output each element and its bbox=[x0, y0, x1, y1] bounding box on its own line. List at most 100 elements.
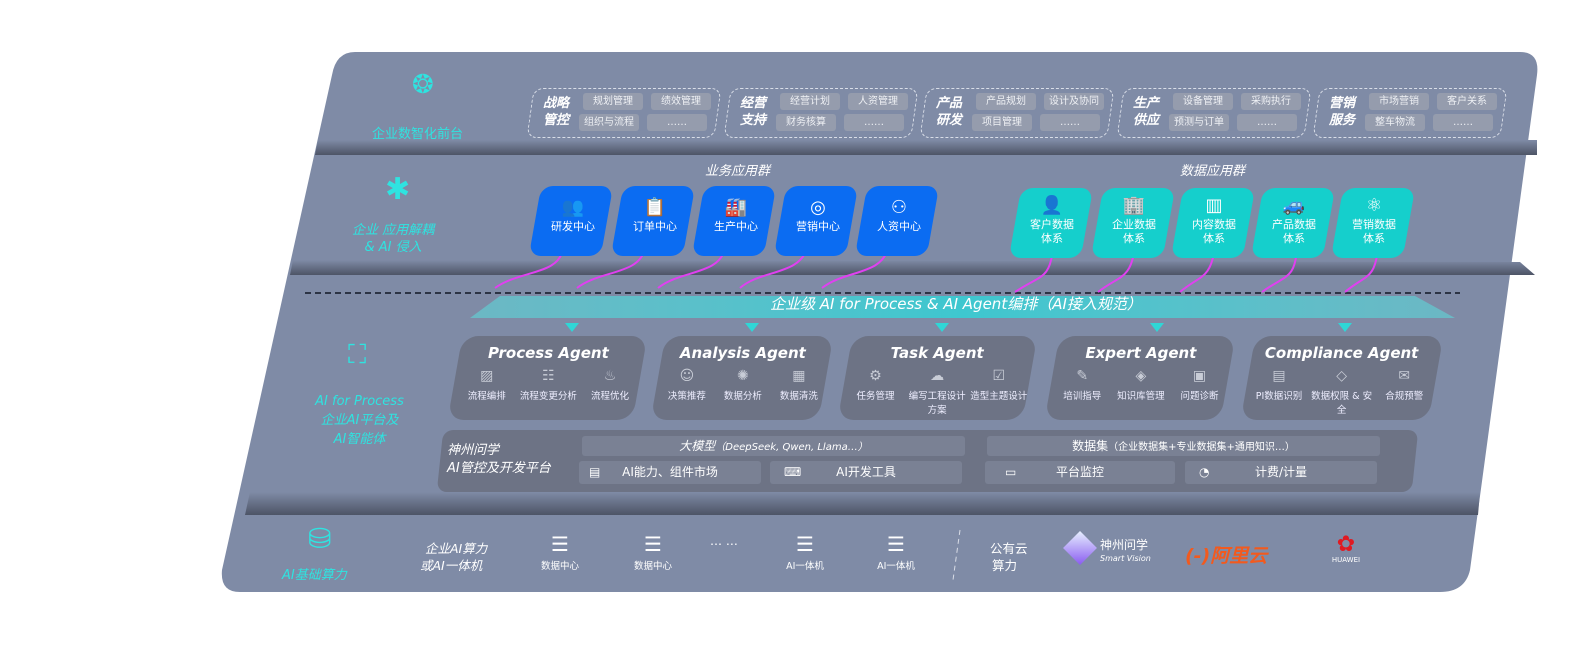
business-app[interactable]: 🏭 生产中心 bbox=[691, 186, 777, 256]
capability-chip[interactable]: …… bbox=[1040, 114, 1100, 131]
agent-capability: ✺ 数据分析 bbox=[715, 368, 770, 402]
label-line: 企业AI平台及 bbox=[320, 413, 399, 428]
capability-chip[interactable]: …… bbox=[844, 114, 904, 131]
tool-billing[interactable]: ◔ 计费/计量 bbox=[1185, 461, 1377, 484]
server-ai-appliance-2: ☰ AI一体机 bbox=[866, 532, 926, 572]
capability-icon: ⚙ bbox=[869, 368, 882, 384]
capability-chip[interactable]: 组织与流程 bbox=[579, 114, 639, 131]
dataset-label: 数据集 bbox=[1072, 439, 1109, 453]
capability-chip[interactable]: 采购执行 bbox=[1241, 93, 1301, 110]
agent-title: Expert Agent bbox=[1085, 344, 1197, 362]
capability-chip[interactable]: 设备管理 bbox=[1173, 93, 1233, 110]
agent-capability: ♨ 流程优化 bbox=[579, 368, 640, 402]
capability-icon: ▨ bbox=[480, 368, 494, 384]
app-label: 体系 bbox=[1041, 232, 1064, 245]
label-line: & AI 侵入 bbox=[364, 240, 422, 255]
capability-chip[interactable]: 人资管理 bbox=[848, 93, 908, 110]
label-line: AI智能体 bbox=[333, 432, 386, 447]
agent-card[interactable]: Task Agent ⚙ 任务管理 ☁ 编写工程设计方案 ☑ 造型主题设计 bbox=[837, 336, 1038, 420]
business-app[interactable]: 👥 研发中心 bbox=[528, 186, 614, 256]
private-compute-label: 企业AI算力 或AI一体机 bbox=[420, 540, 487, 574]
capability-label: 数据权限 & 安全 bbox=[1311, 391, 1373, 416]
capability-chip[interactable]: 经营计划 bbox=[780, 93, 840, 110]
server-ai-appliance-1: ☰ AI一体机 bbox=[775, 532, 835, 572]
server-datacenter-1: ☰ 数据中心 bbox=[530, 532, 590, 572]
huawei-logo-icon: ✿ bbox=[1336, 532, 1356, 557]
dataset-bar: 数据集（企业数据集+专业数据集+通用知识…） bbox=[987, 436, 1380, 456]
vendor-aliyun: (-)阿里云 bbox=[1185, 541, 1267, 568]
label-line: 企业 应用解耦 bbox=[352, 223, 435, 238]
capability-chip[interactable]: …… bbox=[1237, 114, 1297, 131]
vendor-smart-vision: 神州问学 Smart Vision bbox=[1100, 539, 1151, 565]
tool-component-market[interactable]: ▤ AI能力、组件市场 bbox=[579, 461, 761, 484]
capability-label: 造型主题设计 bbox=[970, 391, 1028, 402]
label-line: 公有云 bbox=[990, 541, 1028, 556]
agent-title: Analysis Agent bbox=[679, 344, 806, 362]
aliyun-logo-icon: (-) bbox=[1185, 545, 1211, 567]
app-label: 企业数据 bbox=[1112, 218, 1157, 231]
agent-capability: ▨ 流程编排 bbox=[456, 368, 517, 402]
capability-chip[interactable]: …… bbox=[647, 114, 707, 131]
platform-name: 神州问学 AI管控及开发平台 bbox=[447, 442, 551, 478]
capability-chip[interactable]: 财务核算 bbox=[776, 114, 836, 131]
agent-card[interactable]: Process Agent ▨ 流程编排 ☷ 流程变更分析 ♨ 流程优化 bbox=[447, 336, 648, 420]
server-label: 数据中心 bbox=[633, 561, 672, 572]
agent-card[interactable]: Expert Agent ✎ 培训指导 ◈ 知识库管理 ▣ 问题诊断 bbox=[1044, 336, 1236, 420]
capability-icon: ♨ bbox=[603, 368, 617, 384]
data-app[interactable]: 🚙 产品数据 体系 bbox=[1250, 188, 1336, 258]
capability-label: 问题诊断 bbox=[1180, 391, 1219, 402]
vendor-sub: Smart Vision bbox=[1100, 554, 1151, 563]
capability-label: 数据分析 bbox=[723, 391, 762, 402]
capability-chip[interactable]: 项目管理 bbox=[972, 114, 1032, 131]
tool-label: 计费/计量 bbox=[1254, 465, 1308, 479]
data-apps-title: 数据应用群 bbox=[1180, 164, 1246, 179]
agent-title: Compliance Agent bbox=[1264, 344, 1419, 362]
data-app[interactable]: ▥ 内容数据 体系 bbox=[1170, 188, 1256, 258]
agent-capability: ▤ PI数据识别 bbox=[1248, 368, 1310, 416]
tool-label: AI开发工具 bbox=[836, 465, 896, 479]
capability-label: 数据清洗 bbox=[779, 391, 818, 402]
layer3-label: AI for Process 企业AI平台及 AI智能体 bbox=[312, 392, 407, 449]
capability-icon: ☑ bbox=[992, 368, 1006, 384]
capability-label: 编写工程设计方案 bbox=[908, 391, 966, 416]
app-label: 人资中心 bbox=[876, 220, 921, 233]
capability-group: 生产供应 设备管理 采购执行 预测与订单 …… bbox=[1116, 88, 1312, 138]
business-app[interactable]: ◎ 营销中心 bbox=[773, 186, 859, 256]
capability-label: PI数据识别 bbox=[1255, 391, 1303, 402]
app-label: 体系 bbox=[1283, 232, 1306, 245]
agent-card[interactable]: Compliance Agent ▤ PI数据识别 ◇ 数据权限 & 安全 ✉ 合规预警 bbox=[1240, 336, 1444, 420]
data-app[interactable]: 🏢 企业数据 体系 bbox=[1090, 188, 1176, 258]
data-app[interactable]: ⚛ 营销数据 体系 bbox=[1330, 188, 1416, 258]
data-app[interactable]: 👤 客户数据 体系 bbox=[1008, 188, 1094, 258]
business-app[interactable]: 📋 订单中心 bbox=[610, 186, 696, 256]
capability-chip[interactable]: 规划管理 bbox=[583, 93, 643, 110]
capability-chip[interactable]: 产品规划 bbox=[976, 93, 1036, 110]
person-icon: ⚇ bbox=[890, 197, 908, 218]
car-icon: 🚙 bbox=[1282, 195, 1306, 216]
app-label: 内容数据 bbox=[1192, 218, 1237, 231]
capability-label: 流程优化 bbox=[591, 391, 630, 402]
factory-icon: 🏭 bbox=[724, 197, 748, 218]
capability-chip[interactable]: 市场营销 bbox=[1369, 93, 1429, 110]
agent-card[interactable]: Analysis Agent ☺ 决策推荐 ✺ 数据分析 ▦ 数据清洗 bbox=[650, 336, 834, 420]
atom-icon: ⚛ bbox=[1365, 195, 1383, 216]
down-arrow-icon bbox=[565, 323, 579, 332]
layer2-label: 企业 应用解耦 & AI 侵入 bbox=[352, 222, 434, 256]
server-icon: ☰ bbox=[796, 532, 814, 556]
agent-capability: ✎ 培训指导 bbox=[1053, 368, 1111, 402]
label-line: 或AI一体机 bbox=[420, 558, 483, 573]
vendor-name: 神州问学 bbox=[1100, 538, 1149, 552]
capability-chip[interactable]: 预测与订单 bbox=[1169, 114, 1229, 131]
capability-chip[interactable]: 整车物流 bbox=[1365, 114, 1425, 131]
down-arrow-icon bbox=[745, 323, 759, 332]
capability-chip[interactable]: …… bbox=[1433, 114, 1493, 131]
capability-chip[interactable]: 绩效管理 bbox=[651, 93, 711, 110]
capability-chip[interactable]: 设计及协同 bbox=[1044, 93, 1104, 110]
capability-chip[interactable]: 客户关系 bbox=[1437, 93, 1497, 110]
tool-monitoring[interactable]: ▭ 平台监控 bbox=[985, 461, 1175, 484]
business-app[interactable]: ⚇ 人资中心 bbox=[854, 186, 940, 256]
monitor-icon: ▭ bbox=[1005, 465, 1017, 479]
tool-dev-tools[interactable]: ⌨ AI开发工具 bbox=[770, 461, 962, 484]
app-label: 营销数据 bbox=[1352, 218, 1397, 231]
app-label: 订单中心 bbox=[632, 220, 677, 233]
